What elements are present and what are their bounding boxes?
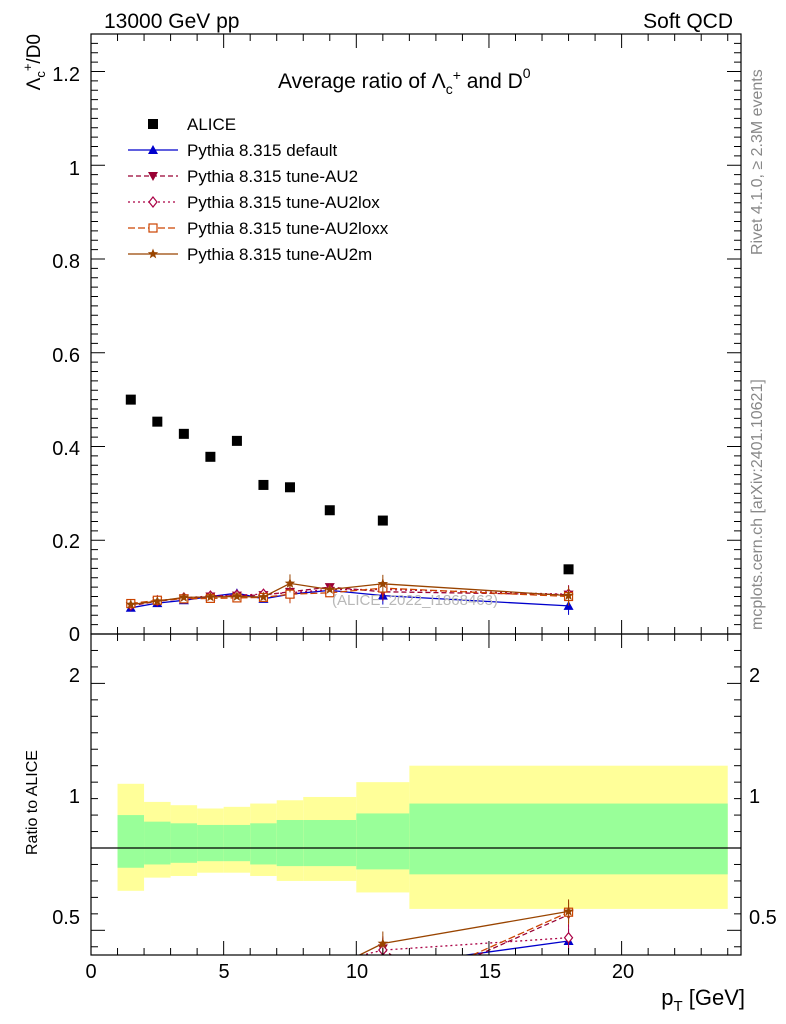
pythia-data-point — [205, 591, 216, 602]
axis-ticks — [90, 34, 741, 955]
legend-label: Pythia 8.315 default — [187, 141, 338, 160]
header-right: Soft QCD — [643, 10, 733, 33]
ratio-series-line — [471, 911, 569, 955]
legend — [128, 119, 178, 259]
ratio-ytick-label: 0.5 — [52, 907, 80, 929]
legend-marker — [148, 196, 158, 208]
ratio-ytick-label-right: 0.5 — [749, 907, 777, 929]
ratio-data-point — [413, 976, 421, 984]
ratio-band-inner — [197, 824, 224, 862]
ratio-panel-frame — [90, 633, 742, 956]
alice-data-point — [258, 479, 269, 490]
ratio-series-line — [360, 937, 569, 955]
main-series-layer — [125, 394, 574, 615]
alice-data-point — [205, 451, 216, 462]
xtick-label: 5 — [218, 961, 229, 983]
legend-marker — [148, 145, 158, 154]
pythia-data-point — [125, 599, 136, 609]
ratio-band-inner — [409, 803, 728, 875]
alice-data-point — [125, 394, 136, 405]
ratio-band-inner — [303, 820, 357, 867]
legend-label: Pythia 8.315 tune-AU2lox — [187, 193, 380, 212]
ratio-y-axis-label: Ratio to ALICE — [24, 750, 41, 855]
ratio-band-inner — [250, 823, 277, 865]
ratio-series-line — [461, 940, 569, 955]
xtick-label: 15 — [479, 961, 501, 983]
main-y-axis-label: Λc+/D0 — [20, 34, 48, 90]
ratio-uncertainty-bands — [91, 765, 741, 909]
legend-label: ALICE — [187, 115, 236, 134]
ratio-band-inner — [170, 823, 198, 863]
pythia-data-point — [258, 591, 269, 602]
pythia-data-point — [324, 584, 335, 594]
ratio-band-inner — [144, 821, 171, 865]
ratio-ytick-label-right: 1 — [749, 786, 760, 808]
main-ytick-label: 0 — [69, 624, 80, 646]
ratio-ytick-label-right: 2 — [749, 665, 760, 687]
alice-data-point — [563, 564, 574, 575]
main-series-line — [130, 582, 569, 606]
ratio-data-point — [563, 931, 574, 944]
x-axis-label: pT [GeV] — [661, 985, 745, 1015]
ratio-band-inner — [117, 815, 145, 868]
legend-marker — [148, 223, 158, 233]
alice-data-point — [152, 416, 163, 427]
main-ytick-label: 0.6 — [52, 345, 80, 367]
rivet-version-label: Rivet 4.1.0, ≥ 2.3M events — [749, 69, 766, 255]
legend-marker — [148, 119, 158, 129]
xtick-label: 10 — [346, 961, 368, 983]
pythia-data-point — [284, 577, 296, 588]
ratio-data-point — [418, 976, 428, 985]
ratio-band-inner — [356, 813, 410, 870]
pythia-data-point — [231, 591, 243, 601]
alice-data-point — [324, 505, 335, 516]
chart-title: Average ratio of Λc+ and D0 — [278, 65, 531, 97]
legend-marker — [147, 248, 159, 259]
legend-label: Pythia 8.315 tune-AU2m — [187, 245, 372, 264]
alice-data-point — [178, 428, 189, 439]
pythia-data-point — [178, 591, 190, 602]
pythia-data-point — [563, 590, 574, 600]
alice-data-point — [284, 482, 295, 493]
alice-data-point — [231, 435, 242, 446]
ratio-band-inner — [276, 820, 304, 867]
legend-marker — [148, 172, 158, 181]
ratio-band-inner — [223, 824, 251, 862]
main-ytick-label: 1.2 — [52, 64, 80, 86]
mcplots-label: mcplots.cern.ch [arXiv:2401.10621] — [749, 379, 766, 630]
ratio-ytick-label: 1 — [69, 786, 80, 808]
ratio-data-point — [563, 905, 574, 916]
ratio-data-point — [378, 962, 388, 971]
analysis-watermark: (ALICE_2022_I1868463) — [332, 592, 498, 609]
xtick-label: 20 — [612, 961, 634, 983]
ratio-ytick-label: 2 — [69, 665, 80, 687]
legend-label: Pythia 8.315 tune-AU2 — [187, 167, 358, 186]
pythia-data-point — [152, 595, 163, 606]
alice-data-point — [377, 515, 388, 526]
header-left: 13000 GeV pp — [104, 10, 239, 33]
main-series-line — [130, 589, 569, 609]
ratio-data-point — [377, 938, 389, 948]
pythia-data-point — [377, 578, 389, 589]
main-ytick-label: 0.4 — [52, 438, 80, 460]
xtick-label: 0 — [85, 961, 96, 983]
main-ytick-label: 0.2 — [52, 531, 80, 553]
main-ytick-label: 0.8 — [52, 251, 80, 273]
legend-label: Pythia 8.315 tune-AU2loxx — [187, 219, 389, 238]
main-ytick-label: 1 — [69, 158, 80, 180]
